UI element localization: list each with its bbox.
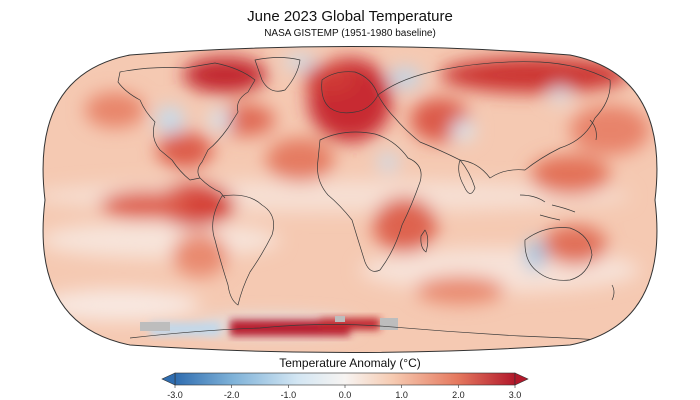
anomaly-field	[43, 46, 657, 353]
colorbar-min-extend-arrow	[161, 372, 176, 386]
anomaly-blobs	[43, 55, 650, 333]
missing-data-patch	[335, 316, 345, 322]
antarctic-anomaly	[150, 318, 380, 336]
coastline-south-america	[212, 194, 274, 306]
coastlines	[117, 57, 615, 341]
coastline-india	[458, 159, 476, 194]
coastline-japan	[589, 119, 597, 141]
missing-data-patch	[140, 322, 170, 331]
colorbar-tick-label: 3.0	[509, 390, 522, 400]
map-title: June 2023 Global Temperature	[247, 8, 453, 25]
coastline-madagascar	[420, 229, 429, 253]
colorbar-label: Temperature Anomaly (°C)	[279, 356, 421, 370]
coastline-europe	[321, 71, 379, 114]
coastline-north-america	[117, 62, 256, 181]
colorbar-tick-label: -2.0	[224, 390, 240, 400]
colorbar-tick-label: -1.0	[281, 390, 297, 400]
colorbar-tick-label: 0.0	[339, 390, 352, 400]
coastline-indonesia	[519, 194, 576, 221]
coastline-new-zealand	[611, 284, 615, 301]
colorbar-tick-label: 1.0	[395, 390, 408, 400]
coastline-antarctica	[129, 324, 601, 341]
colorbar-tick-label: 2.0	[452, 390, 465, 400]
colorbar-max-extend-arrow	[514, 372, 529, 386]
coastline-asia	[377, 61, 611, 179]
coastline-greenland	[254, 57, 301, 92]
coastline-africa	[317, 131, 422, 272]
globe-outline	[42, 46, 658, 353]
coastline-australia	[524, 227, 593, 281]
colorbar-tick-label: -3.0	[167, 390, 183, 400]
colorbar-gradient	[174, 372, 516, 386]
map-subtitle: NASA GISTEMP (1951-1980 baseline)	[264, 28, 436, 39]
coastline-central-america	[199, 177, 226, 199]
